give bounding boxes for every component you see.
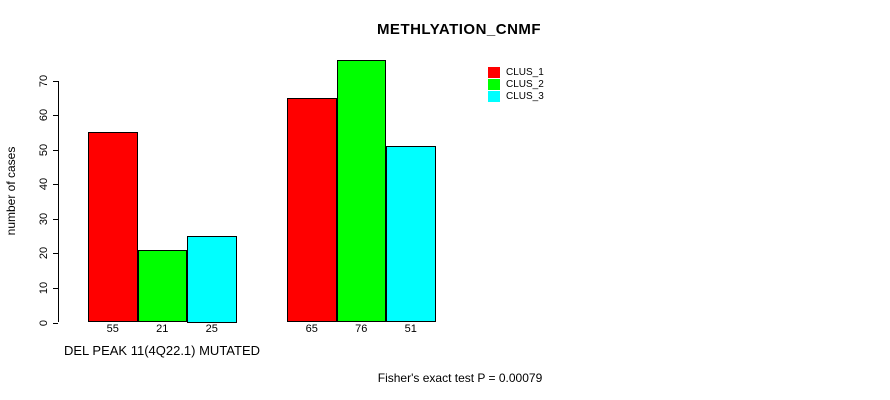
legend-swatch-icon: [488, 90, 500, 102]
y-axis-tick-label: 10: [38, 281, 50, 295]
legend-swatch-icon: [488, 66, 500, 78]
y-axis-tick: [53, 184, 58, 186]
y-axis-title: number of cases: [4, 146, 18, 236]
y-axis-tick: [53, 149, 58, 151]
y-axis-tick: [53, 322, 58, 324]
bar-value-label: 65: [305, 323, 318, 335]
fisher-test-annotation: Fisher's exact test P = 0.00079: [377, 371, 543, 385]
bar-value-label: 25: [205, 323, 218, 335]
bar-clus_3-group1: [187, 236, 237, 323]
y-axis-tick-label: 40: [38, 178, 50, 191]
y-axis-tick-label: 60: [38, 109, 50, 122]
x-axis-group-label: DEL PEAK 11(4Q22.1) MUTATED: [63, 343, 261, 358]
y-axis-tick: [53, 115, 58, 117]
legend-label: CLUS_3: [506, 90, 544, 102]
y-axis-line: [58, 80, 59, 323]
y-axis-tick: [53, 218, 58, 220]
y-axis-tick-label: 30: [38, 212, 50, 225]
legend-item-clus_1: CLUS_1: [488, 66, 544, 78]
y-axis-tick: [53, 253, 58, 255]
bar-value-label: 55: [106, 323, 119, 335]
legend: CLUS_1 CLUS_2 CLUS_3: [488, 66, 544, 102]
y-axis-tick: [53, 287, 58, 289]
bar-clus_1-group1: [88, 132, 138, 323]
bar-clus_2-group1: [137, 249, 187, 323]
bar-value-label: 76: [355, 323, 368, 335]
legend-label: CLUS_2: [506, 78, 544, 90]
y-axis-tick-label: 20: [38, 247, 50, 260]
legend-item-clus_2: CLUS_2: [488, 78, 544, 90]
bar-clus_2-group2: [336, 59, 386, 323]
y-axis-tick-label: 50: [38, 143, 50, 156]
legend-swatch-icon: [488, 78, 500, 90]
chart-title: METHLYATION_CNMF: [376, 21, 542, 38]
y-axis-tick-label: 0: [38, 319, 50, 326]
bar-clus_1-group2: [287, 97, 337, 323]
bar-value-label: 51: [404, 323, 417, 335]
bar-value-label: 21: [156, 323, 169, 335]
legend-label: CLUS_1: [506, 66, 544, 78]
y-axis-tick-label: 70: [38, 74, 50, 87]
bar-clus_3-group2: [386, 146, 436, 323]
y-axis-tick: [53, 80, 58, 82]
legend-item-clus_3: CLUS_3: [488, 90, 544, 102]
